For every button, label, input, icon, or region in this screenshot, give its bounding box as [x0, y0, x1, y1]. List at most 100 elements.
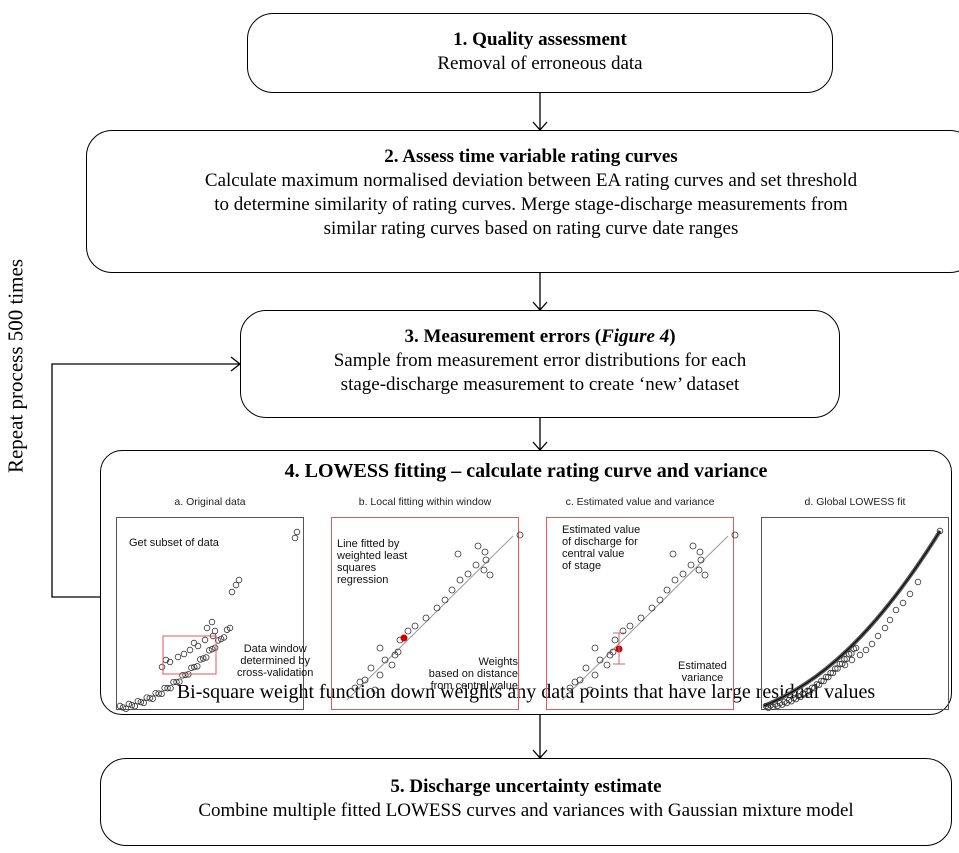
panel-a-point: [232, 581, 240, 589]
panel-d-point: [892, 606, 900, 614]
panel-a-point: [166, 658, 174, 666]
panel-c-point: [591, 671, 599, 679]
panel-b-point: [433, 604, 441, 612]
panel-c-point: [611, 636, 619, 644]
figure-reference: Figure 4: [601, 326, 670, 347]
panel-b-point: [422, 614, 430, 622]
panel-a-point: [143, 694, 150, 701]
panel-d: [761, 517, 949, 710]
panel-a-caption: a. Original data: [174, 496, 246, 508]
panel-a-point: [226, 624, 234, 632]
panel-b-point: [480, 566, 488, 574]
panel-a-point: [173, 678, 180, 686]
panel-d-point: [804, 687, 811, 694]
panel-d-point: [868, 640, 876, 648]
panel-a-point: [191, 663, 198, 671]
step2-title: 2. Assess time variable rating curves: [384, 146, 678, 167]
panel-a-point: [125, 700, 133, 708]
panel-b-point: [482, 556, 490, 564]
panel-a-point: [208, 645, 216, 653]
panel-c-point: [669, 550, 677, 558]
panel-b-point: [404, 627, 412, 635]
step2-line: Calculate maximum normalised deviation b…: [204, 170, 858, 191]
panel-d-point: [765, 704, 772, 711]
panel-a-point: [116, 702, 124, 710]
panel-d-point: [881, 624, 889, 632]
panel-c-point: [626, 622, 634, 630]
central-point: [400, 634, 408, 642]
panel-a-plot: [116, 528, 301, 712]
panel-d-point: [818, 677, 825, 685]
panel-b-point: [376, 644, 384, 652]
panel-d-point: [848, 656, 856, 664]
panel-a-point: [155, 690, 162, 697]
panel-c-point: [576, 676, 584, 684]
panel-a-point: [146, 695, 153, 702]
step5-box: 5. Discharge uncertainty estimate Combin…: [100, 758, 952, 846]
panel-a-point: [203, 624, 211, 632]
panel-c-point: [596, 656, 604, 664]
panel-b-point: [391, 651, 399, 659]
panel-c-point: [696, 548, 704, 556]
panel-b-point: [516, 531, 524, 539]
panel-b-point: [381, 656, 389, 664]
panel-c-point: [671, 576, 679, 584]
panel-a-point: [158, 663, 166, 671]
step4-box: 4. LOWESS fitting – calculate rating cur…: [100, 450, 952, 715]
panel-a-point: [174, 653, 182, 661]
step1-text: Removal of erroneous data: [437, 53, 643, 74]
global-fit-band: [763, 529, 942, 708]
panel-a-note: Data window determined by cross-validati…: [237, 643, 314, 679]
panel-a-note: Get subset of data: [129, 537, 219, 549]
panel-b-point: [474, 542, 482, 550]
panel-b: [331, 517, 519, 710]
panel-c-point: [695, 566, 703, 574]
panel-a-point: [235, 576, 243, 584]
panel-a-point: [197, 656, 204, 663]
panel-a-point: [211, 644, 219, 652]
panel-c-point: [648, 604, 656, 612]
panel-b-point: [448, 586, 456, 594]
panel-a-point: [149, 695, 156, 702]
panel-b-point: [486, 571, 494, 579]
panel-a-point: [180, 650, 188, 658]
panel-b-note: Line fitted by weighted least squares re…: [337, 538, 408, 586]
panel-d-point: [808, 684, 816, 691]
panel-a-point: [186, 646, 194, 654]
panel-c-point: [637, 614, 645, 622]
panel-a-point: [122, 705, 130, 712]
panel-a-point: [217, 635, 225, 643]
step1-box: 1. Quality assessment Removal of erroneo…: [247, 13, 833, 93]
panel-d-point: [813, 681, 820, 688]
step3-line: Sample from measurement error distributi…: [333, 350, 747, 371]
step3-box: 3. Measurement errors (Figure 4) Sample …: [240, 310, 840, 418]
panel-d-point: [802, 690, 809, 698]
panel-c-point: [582, 664, 590, 672]
panel-b-point: [376, 671, 384, 679]
panel-a-point: [164, 684, 171, 692]
panel-c-caption: c. Estimated value and variance: [565, 496, 715, 508]
panel-c-point: [731, 531, 739, 539]
panel-a-point: [131, 703, 139, 710]
panel-a-point: [200, 655, 207, 662]
step3-line: stage-discharge measurement to create ‘n…: [340, 374, 740, 395]
panel-b-point: [411, 622, 419, 630]
panel-c-point: [679, 570, 687, 578]
panel-a-point: [188, 664, 195, 671]
panel-a-point: [119, 704, 127, 711]
panel-c-point: [689, 542, 697, 550]
panel-b-point: [454, 550, 462, 558]
panel-a-point: [214, 637, 222, 644]
panel-a-point: [291, 534, 299, 542]
global-fit-line: [763, 530, 941, 707]
panel-a-point: [194, 642, 202, 650]
panel-a-point: [194, 663, 201, 670]
panel-a-point: [179, 672, 186, 679]
panel-a-point: [293, 528, 301, 536]
panel-b-point: [367, 664, 375, 672]
panel-b-point: [441, 596, 449, 604]
panel-b-caption: b. Local fitting within window: [358, 496, 492, 508]
panel-a-point: [152, 690, 159, 697]
step5-title: 5. Discharge uncertainty estimate: [390, 776, 662, 797]
